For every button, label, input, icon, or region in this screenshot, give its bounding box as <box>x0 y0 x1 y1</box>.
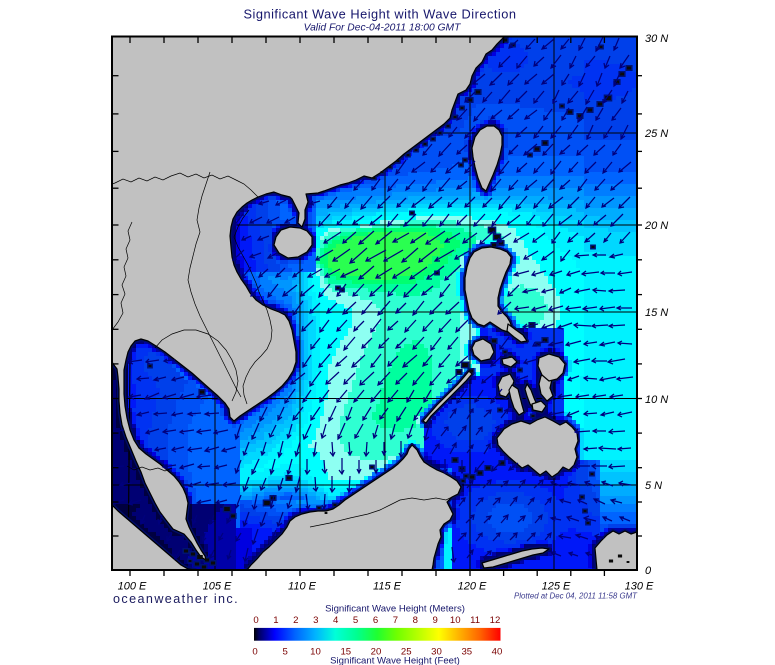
svg-text:115 E: 115 E <box>373 581 402 593</box>
svg-text:12: 12 <box>490 615 501 626</box>
svg-text:15 N: 15 N <box>645 307 668 319</box>
svg-text:130 E: 130 E <box>625 581 654 593</box>
svg-text:110 E: 110 E <box>288 581 317 593</box>
svg-text:120 E: 120 E <box>458 581 487 593</box>
svg-text:125 E: 125 E <box>542 581 571 593</box>
svg-text:20 N: 20 N <box>644 220 668 232</box>
svg-text:100 E: 100 E <box>118 581 147 593</box>
svg-text:8: 8 <box>413 615 418 626</box>
svg-text:5: 5 <box>283 647 288 658</box>
svg-text:5 N: 5 N <box>645 480 662 492</box>
svg-text:4: 4 <box>333 615 339 626</box>
svg-text:25: 25 <box>401 647 412 658</box>
svg-text:30 N: 30 N <box>645 33 668 45</box>
svg-text:1: 1 <box>273 615 278 626</box>
svg-text:3: 3 <box>313 615 318 626</box>
svg-text:9: 9 <box>433 615 438 626</box>
svg-text:5: 5 <box>353 615 358 626</box>
svg-text:Significant Wave Height with W: Significant Wave Height with Wave Direct… <box>243 7 516 22</box>
svg-text:40: 40 <box>492 647 503 658</box>
svg-text:0: 0 <box>252 647 257 658</box>
svg-text:0: 0 <box>253 615 258 626</box>
svg-text:Significant Wave Height (Feet): Significant Wave Height (Feet) <box>330 656 460 665</box>
svg-text:10: 10 <box>450 615 461 626</box>
svg-text:Significant Wave Height (Meter: Significant Wave Height (Meters) <box>325 604 465 615</box>
svg-text:30: 30 <box>431 647 442 658</box>
svg-text:35: 35 <box>461 647 472 658</box>
svg-text:7: 7 <box>393 615 398 626</box>
svg-text:105 E: 105 E <box>203 581 232 593</box>
svg-text:10 N: 10 N <box>645 394 668 406</box>
svg-text:20: 20 <box>371 647 382 658</box>
svg-text:Valid For Dec-04-2011 18:00 GM: Valid For Dec-04-2011 18:00 GMT <box>304 23 462 34</box>
svg-text:oceanweather inc.: oceanweather inc. <box>113 592 239 606</box>
svg-text:10: 10 <box>310 647 321 658</box>
svg-text:6: 6 <box>373 615 378 626</box>
svg-text:11: 11 <box>470 615 480 626</box>
svg-text:25 N: 25 N <box>644 128 668 140</box>
svg-text:Plotted at Dec 04, 2011 11:58: Plotted at Dec 04, 2011 11:58 GMT <box>514 592 638 601</box>
svg-text:0: 0 <box>645 565 652 577</box>
svg-text:15: 15 <box>340 647 351 658</box>
svg-text:2: 2 <box>293 615 298 626</box>
